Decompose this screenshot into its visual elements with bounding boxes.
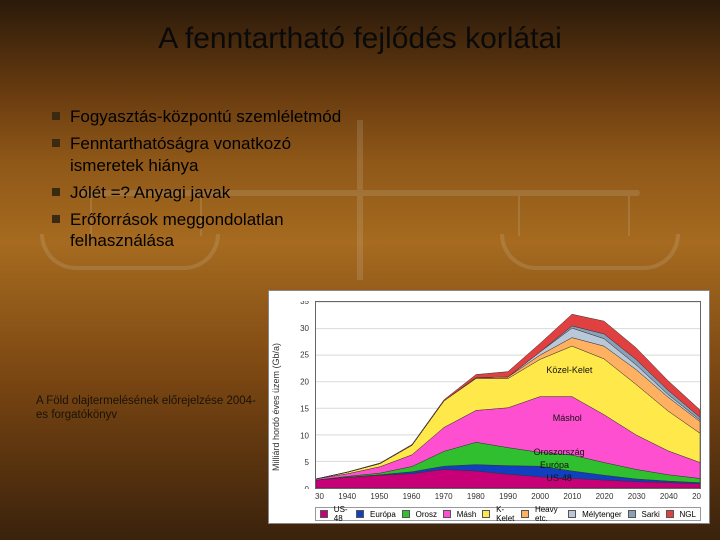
chart-caption: A Föld olajtermelésének előrejelzése 200… [36,394,266,423]
svg-text:0: 0 [305,485,310,489]
chart-legend: US-48 Európa Orosz Másh K-Kelet Heavy etc. Mél… [315,507,701,521]
svg-text:30: 30 [300,324,309,333]
bullet-item: Fenntarthatóságra vonatkozó ismeretek hi… [52,133,362,176]
svg-text:2030: 2030 [628,492,646,501]
legend-label: Európa [370,510,396,519]
legend-label: Sarki [642,510,660,519]
legend-label: Orosz [416,510,437,519]
svg-text:15: 15 [300,404,309,413]
svg-text:5: 5 [305,458,310,467]
legend-swatch [521,510,529,518]
slide-title: A fenntartható fejlődés korlátai [0,22,720,56]
chart-plot-area: Közel-KeletMásholOroszországEurópaUS-48 [315,301,701,489]
legend-swatch [666,510,674,518]
svg-text:1940: 1940 [338,492,356,501]
svg-text:25: 25 [300,351,309,360]
legend-swatch [482,510,490,518]
legend-label: Mélytenger [582,510,622,519]
legend-label: Másh [457,510,477,519]
bullet-item: Erőforrások meggondolatlan felhasználása [52,209,362,252]
svg-text:10: 10 [300,431,309,440]
svg-text:1950: 1950 [370,492,388,501]
legend-swatch [628,510,636,518]
legend-swatch [402,510,410,518]
legend-label: US-48 [334,505,350,523]
svg-text:1970: 1970 [435,492,453,501]
bullet-list: Fogyasztás-központú szemléletmód Fenntar… [52,106,362,258]
bullet-item: Fogyasztás-központú szemléletmód [52,106,362,127]
svg-text:2040: 2040 [660,492,678,501]
bullet-item: Jólét =? Anyagi javak [52,182,362,203]
svg-text:1960: 1960 [403,492,421,501]
svg-text:1990: 1990 [499,492,517,501]
svg-text:1930: 1930 [315,492,324,501]
legend-swatch [443,510,451,518]
svg-text:2000: 2000 [531,492,549,501]
oil-production-chart: Milliárd hordó éves üzem (Gb/a) Közel-Ke… [268,290,710,524]
legend-label: NGL [680,510,696,519]
svg-text:35: 35 [300,301,309,306]
legend-label: K-Kelet [496,505,515,523]
svg-text:2020: 2020 [596,492,614,501]
svg-text:2010: 2010 [563,492,581,501]
legend-swatch [356,510,364,518]
svg-text:1980: 1980 [467,492,485,501]
legend-label: Heavy etc. [535,505,562,523]
svg-text:20: 20 [300,378,309,387]
legend-swatch [320,510,328,518]
legend-swatch [568,510,576,518]
svg-text:2050: 2050 [692,492,701,501]
